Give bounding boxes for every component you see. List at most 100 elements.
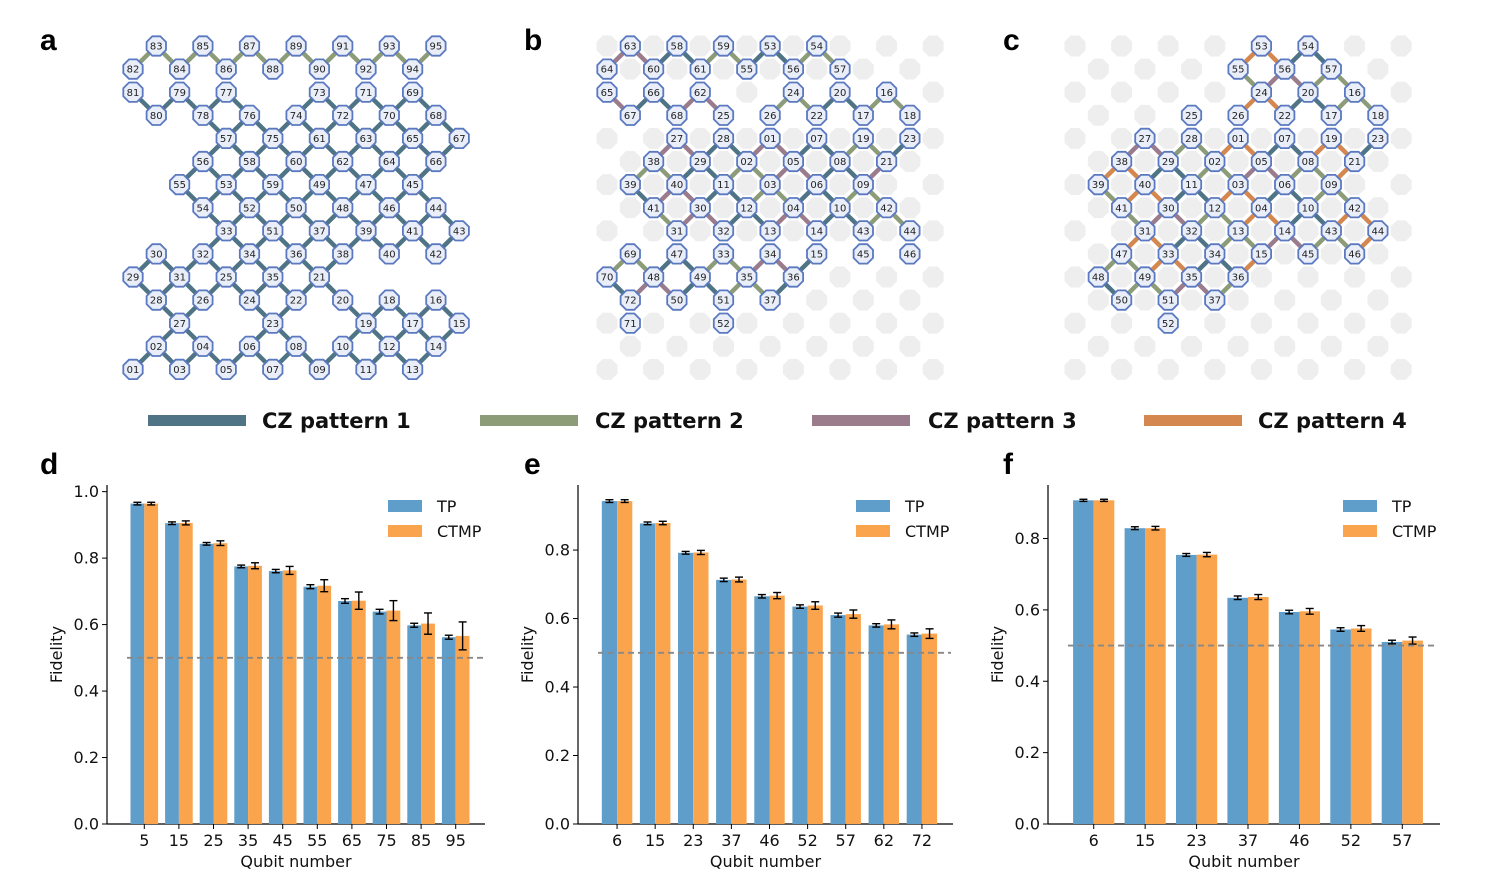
inactive-qubit xyxy=(876,358,898,380)
qubit-node: 41 xyxy=(401,220,424,242)
qubit-octagon xyxy=(378,335,400,357)
qubit-label: 49 xyxy=(1139,273,1152,284)
qubit-octagon xyxy=(759,243,781,265)
ctmp-bar xyxy=(693,552,709,824)
tp-bar xyxy=(199,543,214,824)
qubit-label: 66 xyxy=(430,157,443,168)
qubit-label: 28 xyxy=(1185,134,1198,145)
qubit-node: 57 xyxy=(829,58,851,80)
qubit-label: 29 xyxy=(694,157,707,168)
qubit-node: 74 xyxy=(285,104,307,126)
qubit-octagon xyxy=(192,150,214,173)
qubit-label: 46 xyxy=(904,250,917,261)
qubit-node: 13 xyxy=(1227,220,1249,242)
x-tick-label: 15 xyxy=(169,831,189,850)
qubit-node: 12 xyxy=(736,197,758,219)
qubit-label: 77 xyxy=(220,88,233,99)
qubit-label: 88 xyxy=(266,65,279,76)
qubit-node: 14 xyxy=(1274,220,1296,242)
qubit-node: 67 xyxy=(619,104,641,126)
qubit-octagon xyxy=(308,127,331,150)
qubit-label: 01 xyxy=(127,365,140,376)
qubit-node: 15 xyxy=(448,312,470,334)
qubit-node: 08 xyxy=(1297,150,1319,173)
qubit-node: 17 xyxy=(852,104,874,126)
tp-bar xyxy=(716,579,732,824)
qubit-label: 70 xyxy=(601,273,614,284)
qubit-label: 01 xyxy=(1232,134,1245,145)
qubit-label: 73 xyxy=(313,88,326,99)
qubit-octagon xyxy=(215,127,237,150)
qubit-node: 50 xyxy=(1111,289,1133,311)
qubit-node: 29 xyxy=(689,150,711,173)
qubit-node: 85 xyxy=(192,35,214,57)
qubit-octagon xyxy=(308,58,331,80)
qubit-octagon xyxy=(736,58,758,80)
qubit-label: 20 xyxy=(834,88,847,99)
qubit-label: 48 xyxy=(336,203,349,214)
qubit-label: 39 xyxy=(624,180,637,191)
inactive-qubit xyxy=(1274,335,1296,357)
qubit-octagon xyxy=(168,81,191,103)
inactive-qubit xyxy=(596,358,618,380)
inactive-qubit xyxy=(1064,35,1086,57)
y-tick-label: 0.4 xyxy=(545,678,570,697)
qubit-octagon xyxy=(1367,104,1389,126)
qubit-octagon xyxy=(689,266,711,288)
y-tick-label: 0.6 xyxy=(545,609,570,628)
qubit-octagon xyxy=(168,358,191,381)
inactive-qubit xyxy=(1064,312,1086,334)
qubit-octagon xyxy=(378,243,400,265)
ctmp-bar xyxy=(1350,628,1372,824)
qubit-label: 35 xyxy=(266,273,279,284)
qubit-octagon xyxy=(355,358,377,381)
inactive-qubit xyxy=(619,335,641,357)
inactive-qubit xyxy=(852,289,874,311)
qubits: 53 54 55 56 57 24 20 16 25 26 22 17 18 27 28 01 07 19 23 38… xyxy=(1087,35,1389,334)
inactive-qubit xyxy=(689,220,711,242)
qubit-node: 66 xyxy=(425,150,447,173)
bar-chart-d: 0.0 0.2 0.4 0.6 0.8 1.0 5 15 25 35 45 55 65 75 85 95 Qub… xyxy=(47,482,485,871)
qubit-node: 29 xyxy=(1157,150,1179,173)
qubit-node: 21 xyxy=(308,266,331,288)
qubit-octagon xyxy=(1297,197,1319,219)
y-axis-label: Fidelity xyxy=(47,626,66,683)
qubit-octagon xyxy=(215,81,237,103)
x-tick-label: 46 xyxy=(759,831,779,850)
qubit-label: 17 xyxy=(857,111,870,122)
qubit-octagon xyxy=(1274,173,1296,196)
qubit-node: 40 xyxy=(1134,173,1156,196)
qubit-octagon xyxy=(1274,220,1296,242)
x-tick-label: 65 xyxy=(342,831,362,850)
qubit-label: 35 xyxy=(1185,273,1198,284)
ctmp-legend-swatch xyxy=(388,525,422,537)
qubit-octagon xyxy=(712,289,735,311)
qubit-octagon xyxy=(145,289,167,311)
qubit-label: 60 xyxy=(290,157,303,168)
qubit-node: 57 xyxy=(215,127,237,150)
qubit-label: 46 xyxy=(383,203,396,214)
qubit-label: 14 xyxy=(810,226,823,237)
inactive-qubit xyxy=(1134,289,1156,311)
qubit-label: 31 xyxy=(173,273,186,284)
y-tick-label: 0.0 xyxy=(1015,815,1040,834)
bar-chart-e: 0.0 0.2 0.4 0.6 0.8 6 15 23 37 46 52 57 62 72 Qubit nu… xyxy=(518,485,953,871)
inactive-qubit xyxy=(1274,197,1296,219)
qubit-node: 62 xyxy=(332,150,354,173)
inactive-qubit xyxy=(1157,174,1179,196)
qubit-node: 54 xyxy=(806,35,828,57)
qubit-node: 47 xyxy=(355,173,377,196)
y-tick-label: 1.0 xyxy=(74,482,99,501)
x-tick-label: 85 xyxy=(411,831,431,850)
series-legend: TP CTMP xyxy=(856,497,950,541)
qubit-label: 35 xyxy=(740,273,753,284)
ctmp-legend-swatch xyxy=(856,525,890,537)
qubit-label: 32 xyxy=(717,226,730,237)
qubit-node: 10 xyxy=(829,197,851,219)
qubit-label: 08 xyxy=(290,342,303,353)
ctmp-bar xyxy=(317,585,332,824)
qubit-node: 45 xyxy=(852,243,874,265)
inactive-qubit xyxy=(1064,127,1086,149)
qubit-octagon xyxy=(1157,150,1179,173)
qubit-label: 42 xyxy=(1348,203,1361,214)
